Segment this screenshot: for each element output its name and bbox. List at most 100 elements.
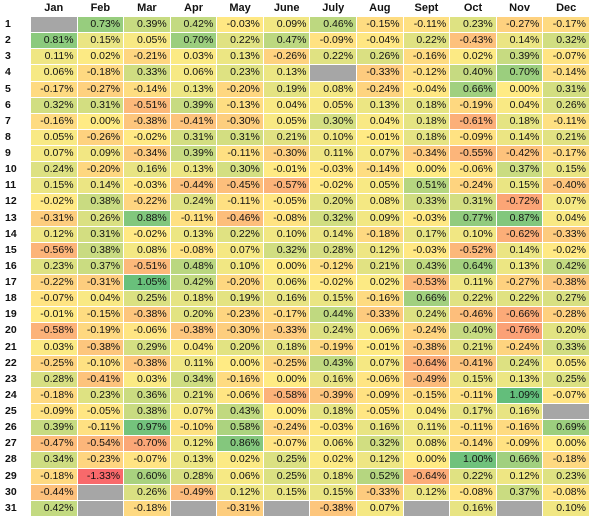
heatmap-cell: -0.18% bbox=[356, 225, 404, 243]
heatmap-cell: -0.17% bbox=[262, 306, 311, 324]
heatmap-cell: -0.04% bbox=[356, 32, 404, 50]
heatmap-cell: 0.25% bbox=[262, 451, 311, 469]
heatmap-cell: 0.43% bbox=[309, 354, 358, 372]
heatmap-cell: -0.26% bbox=[76, 128, 125, 147]
heatmap-cell: -0.16% bbox=[30, 112, 78, 130]
table-row: 16 0.23% 0.37% -0.51% 0.48% 0.10% 0.00% -0.12% 0… bbox=[0, 257, 590, 276]
table-row: 7 -0.16% 0.00% -0.38% -0.41% -0.30% 0.05% 0.30%… bbox=[0, 112, 590, 130]
heatmap-cell: -0.51% bbox=[123, 257, 171, 276]
heatmap-cell: 0.21% bbox=[169, 386, 218, 405]
column-header-oct: Oct bbox=[449, 0, 497, 17]
heatmap-cell: 0.39% bbox=[495, 48, 544, 66]
heatmap-cell: -0.62% bbox=[495, 225, 544, 243]
heatmap-cell: 0.24% bbox=[309, 322, 358, 340]
heatmap-cell: 0.40% bbox=[449, 64, 497, 82]
heatmap-cell: 0.13% bbox=[169, 161, 218, 179]
heatmap-cell: -0.08% bbox=[262, 209, 311, 227]
heatmap-cell: 0.24% bbox=[169, 193, 218, 211]
heatmap-cell: -0.30% bbox=[216, 112, 264, 130]
heatmap-cell: 0.04% bbox=[169, 338, 218, 356]
heatmap-cell: 0.18% bbox=[262, 338, 311, 356]
heatmap-cell: -0.22% bbox=[30, 273, 78, 292]
heatmap-cell: -0.49% bbox=[402, 370, 451, 388]
heatmap-cell: -0.20% bbox=[216, 273, 264, 292]
heatmap-cell: 0.07% bbox=[356, 499, 404, 517]
row-label: 27 bbox=[0, 435, 31, 453]
heatmap-cell: 0.66% bbox=[402, 290, 451, 308]
heatmap-cell: 0.25% bbox=[123, 290, 171, 308]
heatmap-cell: 0.69% bbox=[542, 419, 590, 437]
heatmap-cell: -0.14% bbox=[542, 64, 590, 82]
heatmap-cell: 0.00% bbox=[76, 112, 125, 130]
heatmap-cell: 0.04% bbox=[356, 112, 404, 130]
corner-cell bbox=[0, 0, 31, 17]
empty-cell bbox=[262, 499, 311, 517]
heatmap-cell: -0.42% bbox=[495, 144, 544, 163]
heatmap-cell: 0.15% bbox=[449, 370, 497, 388]
heatmap-cell: 0.04% bbox=[542, 209, 590, 227]
heatmap-cell: 0.00% bbox=[262, 402, 311, 421]
heatmap-cell: 0.28% bbox=[169, 467, 218, 485]
heatmap-cell: 0.22% bbox=[216, 32, 264, 50]
heatmap-cell: -0.11% bbox=[449, 386, 497, 405]
heatmap-cell: 0.13% bbox=[169, 451, 218, 469]
row-label: 12 bbox=[0, 193, 31, 211]
heatmap-cell: 0.07% bbox=[356, 144, 404, 163]
heatmap-cell: 0.20% bbox=[169, 306, 218, 324]
heatmap-cell: -0.30% bbox=[262, 144, 311, 163]
row-label: 21 bbox=[0, 338, 31, 356]
heatmap-cell: 0.07% bbox=[30, 144, 78, 163]
heatmap-cell: -0.43% bbox=[449, 32, 497, 50]
table-row: 29 -0.18% -1.33% 0.60% 0.28% 0.06% 0.25% 0.18% 0… bbox=[0, 467, 590, 485]
heatmap-cell: -0.14% bbox=[123, 80, 171, 98]
heatmap-cell: -0.16% bbox=[216, 370, 264, 388]
column-header-june: June bbox=[262, 0, 311, 17]
heatmap-cell: 0.08% bbox=[402, 435, 451, 453]
heatmap-cell: -0.17% bbox=[542, 15, 590, 34]
heatmap-cell: -0.40% bbox=[542, 177, 590, 195]
heatmap-cell: -0.64% bbox=[402, 354, 451, 372]
table-row: 3 0.11% 0.02% -0.21% 0.03% 0.13% -0.26% 0.22% 0.… bbox=[0, 48, 590, 66]
heatmap-cell: 0.16% bbox=[262, 290, 311, 308]
heatmap-cell: 0.18% bbox=[402, 128, 451, 147]
heatmap-cell: -0.02% bbox=[309, 273, 358, 292]
heatmap-cell: 0.21% bbox=[356, 257, 404, 276]
heatmap-cell: 0.27% bbox=[542, 290, 590, 308]
heatmap-cell: -0.18% bbox=[123, 499, 171, 517]
heatmap-cell: -0.27% bbox=[495, 273, 544, 292]
heatmap-cell: -0.24% bbox=[262, 419, 311, 437]
heatmap-cell: 0.13% bbox=[262, 64, 311, 82]
table-row: 28 0.34% -0.23% -0.07% 0.13% 0.02% 0.25% 0.02% 0… bbox=[0, 451, 590, 469]
heatmap-cell: -0.24% bbox=[495, 338, 544, 356]
heatmap-cell: 0.09% bbox=[262, 15, 311, 34]
empty-cell bbox=[76, 499, 125, 517]
heatmap-cell: 0.32% bbox=[542, 32, 590, 50]
heatmap-cell: -0.39% bbox=[309, 386, 358, 405]
heatmap-cell: 0.14% bbox=[495, 128, 544, 147]
heatmap-cell: 0.08% bbox=[356, 193, 404, 211]
heatmap-cell: 0.18% bbox=[309, 402, 358, 421]
heatmap-cell: -0.08% bbox=[542, 483, 590, 501]
heatmap-cell: 0.12% bbox=[495, 467, 544, 485]
heatmap-cell: -0.24% bbox=[449, 177, 497, 195]
heatmap-cell: -0.03% bbox=[402, 241, 451, 259]
heatmap-cell: -0.38% bbox=[123, 354, 171, 372]
heatmap-cell: 0.07% bbox=[216, 241, 264, 259]
heatmap-cell: -0.01% bbox=[262, 161, 311, 179]
heatmap-cell: 0.00% bbox=[402, 451, 451, 469]
heatmap-cell: 0.22% bbox=[402, 32, 451, 50]
heatmap-cell: -0.38% bbox=[123, 306, 171, 324]
heatmap-cell: -0.20% bbox=[216, 80, 264, 98]
heatmap-cell: 0.16% bbox=[495, 402, 544, 421]
heatmap-cell: 0.20% bbox=[216, 338, 264, 356]
heatmap-cell: -0.11% bbox=[402, 15, 451, 34]
heatmap-cell: -0.18% bbox=[542, 451, 590, 469]
heatmap-cell: 0.10% bbox=[542, 499, 590, 517]
heatmap-cell: 0.32% bbox=[356, 435, 404, 453]
heatmap-cell: 0.87% bbox=[495, 209, 544, 227]
heatmap-cell: 0.22% bbox=[495, 290, 544, 308]
heatmap-cell: -0.19% bbox=[449, 96, 497, 114]
heatmap-cell: -0.44% bbox=[169, 177, 218, 195]
heatmap-cell: 0.18% bbox=[402, 96, 451, 114]
heatmap-cell: 0.24% bbox=[495, 354, 544, 372]
